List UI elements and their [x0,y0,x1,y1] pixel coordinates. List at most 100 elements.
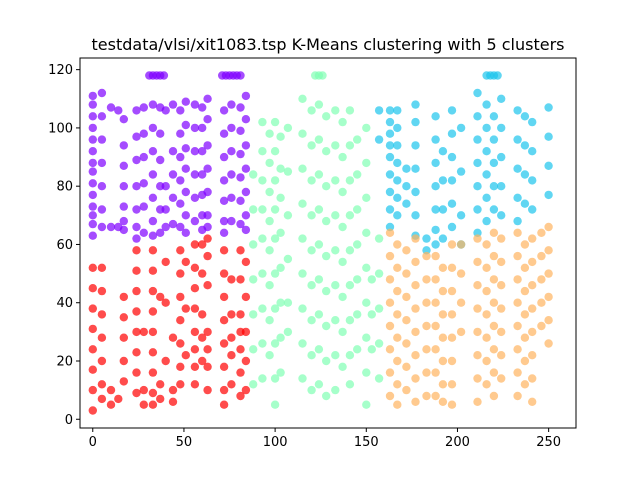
scatter-point [190,380,200,389]
scatter-point [497,123,506,133]
x-tick-label: 250 [536,435,561,450]
scatter-point [482,263,491,272]
scatter-point [198,333,207,342]
scatter-point [270,205,280,214]
scatter-point [249,205,258,214]
scatter-point [190,304,200,313]
scatter-point [362,158,371,168]
scatter-point [176,222,185,232]
scatter-point [513,164,522,173]
scatter-point [276,298,285,307]
scatter-point [431,321,440,331]
scatter-point [489,182,499,191]
scatter-point [298,164,307,173]
scatter-point [198,269,207,278]
scatter-point [482,216,491,226]
scatter-point [168,100,178,109]
y-tick-label: 120 [48,63,73,78]
scatter-point [411,187,420,197]
scatter-point [176,176,185,185]
scatter-point [385,117,395,127]
scatter-point [353,170,362,179]
scatter-point [353,310,362,319]
scatter-point [482,100,491,109]
scatter-point [314,100,324,109]
scatter-point [482,170,491,179]
scatter-point [438,380,448,389]
scatter-point [270,176,280,185]
scatter-point [489,321,499,331]
scatter-point [353,135,362,144]
scatter-point [482,333,491,342]
scatter-point [520,333,530,342]
scatter-point [438,356,448,366]
scatter-point [161,106,170,115]
scatter-point [176,316,185,325]
scatter-point [353,275,362,284]
scatter-point [385,152,395,162]
y-tick-label: 20 [56,354,73,369]
scatter-point [276,228,285,237]
scatter-point [385,205,395,214]
scatter-point [513,345,522,354]
scatter-point [219,385,229,395]
scatter-point [106,400,116,409]
scatter-point [528,351,537,360]
scatter-point [97,222,107,232]
scatter-point [513,228,522,237]
scatter-point [438,147,448,156]
scatter-point [265,129,274,138]
scatter-point [411,351,420,360]
scatter-point [258,339,267,348]
scatter-point [314,240,324,249]
scatter-point [345,176,355,185]
scatter-point [362,263,371,272]
scatter-point [331,211,340,220]
scatter-point [139,385,148,395]
scatter-point [258,269,267,278]
scatter-point [88,112,98,121]
scatter-point [367,310,376,319]
scatter-point [438,263,448,272]
scatter-point [422,246,431,255]
scatter-point [249,240,258,249]
scatter-point [88,406,98,415]
scatter-point [119,313,128,322]
scatter-point [181,144,190,153]
scatter-point [482,240,491,249]
scatter-point [156,155,165,165]
scatter-point [385,251,395,261]
scatter-point [338,292,347,302]
scatter-point [283,327,293,337]
scatter-point [159,71,169,80]
scatter-point [227,216,236,226]
scatter-point [422,368,431,377]
scatter-point [402,182,411,191]
scatter-point [219,152,229,162]
scatter-point [270,147,280,156]
scatter-point [338,222,347,232]
scatter-point [322,321,331,331]
scatter-point [148,147,158,156]
scatter-point [132,234,141,243]
scatter-point [307,316,316,325]
scatter-point [482,193,491,202]
scatter-point [219,339,229,348]
scatter-point [362,400,371,409]
scatter-point [176,292,185,302]
scatter-point [314,380,324,389]
scatter-point [198,310,207,319]
scatter-point [88,202,98,211]
scatter-point [331,385,340,395]
scatter-point [544,132,553,141]
scatter-point [482,147,491,156]
scatter-point [132,106,141,115]
scatter-point [473,397,482,406]
scatter-point [307,246,316,255]
scatter-point [489,345,499,354]
scatter-point [139,400,148,409]
scatter-point [181,120,190,130]
scatter-point [431,275,440,284]
scatter-point [190,100,200,109]
scatter-point [520,199,530,208]
